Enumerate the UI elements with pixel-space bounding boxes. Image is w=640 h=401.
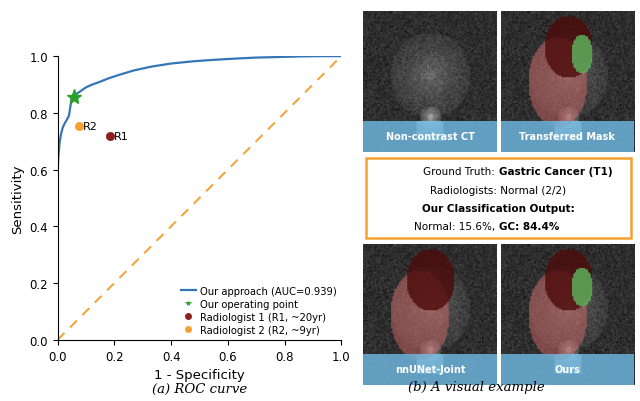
Text: R2: R2 bbox=[83, 122, 98, 131]
Text: Our Classification Output:: Our Classification Output: bbox=[422, 203, 575, 213]
Text: Gastric Cancer (T1): Gastric Cancer (T1) bbox=[499, 167, 612, 177]
Text: nnUNet-Joint: nnUNet-Joint bbox=[395, 365, 465, 375]
Text: (a) ROC curve: (a) ROC curve bbox=[152, 383, 247, 395]
Text: Radiologists: Normal (2/2): Radiologists: Normal (2/2) bbox=[431, 185, 566, 195]
Text: Normal: 15.6%,: Normal: 15.6%, bbox=[414, 222, 499, 232]
Bar bbox=[500, 122, 634, 152]
Text: GC: 84.4%: GC: 84.4% bbox=[499, 222, 559, 232]
Bar bbox=[364, 122, 497, 152]
Text: Non-contrast CT: Non-contrast CT bbox=[385, 132, 474, 142]
Y-axis label: Sensitivity: Sensitivity bbox=[11, 164, 24, 233]
Text: Ours: Ours bbox=[554, 365, 580, 375]
Legend: Our approach (AUC=0.939), Our operating point, Radiologist 1 (R1, ~20yr), Radiol: Our approach (AUC=0.939), Our operating … bbox=[180, 286, 336, 335]
Bar bbox=[500, 354, 634, 385]
Text: Ground Truth:: Ground Truth: bbox=[424, 167, 499, 177]
FancyBboxPatch shape bbox=[366, 159, 631, 238]
Text: Transferred Mask: Transferred Mask bbox=[519, 132, 615, 142]
Text: R1: R1 bbox=[114, 131, 129, 141]
X-axis label: 1 - Specificity: 1 - Specificity bbox=[154, 368, 245, 381]
Bar bbox=[364, 354, 497, 385]
Text: (b) A visual example: (b) A visual example bbox=[408, 380, 545, 393]
